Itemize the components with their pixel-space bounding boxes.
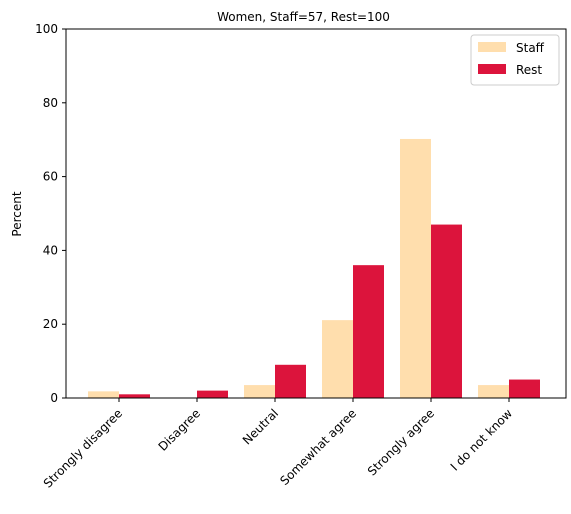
bar-staff-2 (244, 385, 275, 398)
bar-staff-3 (322, 320, 353, 398)
y-axis-label: Percent (10, 191, 24, 236)
bar-staff-5 (478, 385, 509, 398)
x-tick-label: Somewhat agree (277, 406, 359, 488)
legend-swatch-staff (478, 42, 506, 52)
y-tick-label: 80 (43, 96, 58, 110)
legend-label-rest: Rest (516, 63, 542, 77)
bar-rest-2 (275, 364, 306, 398)
bars-group (88, 138, 540, 398)
bar-rest-5 (509, 379, 540, 398)
x-tick-label: Disagree (156, 406, 204, 454)
y-tick-label: 100 (35, 22, 58, 36)
y-tick-label: 20 (43, 317, 58, 331)
bar-rest-4 (431, 224, 462, 398)
y-axis: 0 20 40 60 80 100 (35, 22, 66, 405)
legend-swatch-rest (478, 64, 506, 74)
legend-label-staff: Staff (516, 41, 545, 55)
x-tick-label: Strongly agree (365, 406, 437, 478)
x-tick-label: Neutral (240, 406, 281, 447)
bar-rest-3 (353, 265, 384, 398)
bar-staff-4 (400, 138, 431, 398)
x-tick-label: I do not know (448, 406, 516, 474)
bar-rest-1 (197, 390, 228, 398)
y-tick-label: 0 (50, 391, 58, 405)
bar-rest-0 (119, 394, 150, 398)
bar-staff-0 (88, 391, 119, 398)
chart-title: Women, Staff=57, Rest=100 (217, 10, 390, 24)
x-axis: Strongly disagree Disagree NeutralSomewhat… (41, 398, 516, 491)
y-tick-label: 60 (43, 170, 58, 184)
legend: Staff Rest (470, 34, 560, 86)
x-tick-label: Strongly disagree (41, 406, 125, 490)
plot-frame (65, 28, 567, 399)
y-tick-label: 40 (43, 243, 58, 257)
